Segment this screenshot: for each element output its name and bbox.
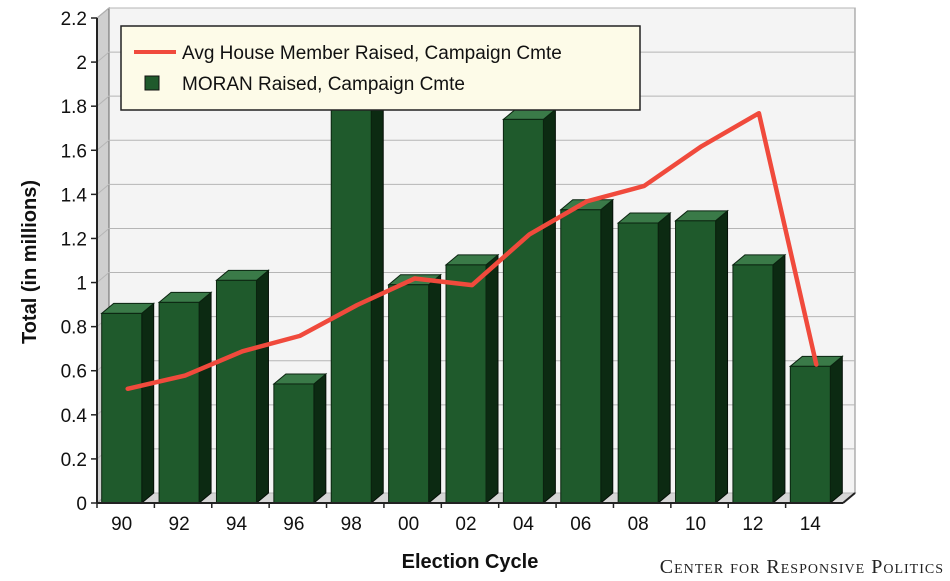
x-tick-label: 94 [226,514,248,535]
bar-front [617,222,659,504]
bar-front [502,118,544,504]
bar-front [560,209,602,504]
bar-front [101,312,143,504]
bar-front [675,220,717,504]
x-axis-label: Election Cycle [402,551,539,573]
bar [157,291,213,505]
y-axis-label: Total (in millions) [19,180,41,344]
bar [387,273,442,505]
bar [272,372,328,505]
y-tick-label: 0.2 [61,450,87,471]
bar-side [829,355,843,505]
y-axis-ticks: 0 0.2 0.4 0.6 0.8 1 1.2 1.4 1.6 1.8 2 2.2 [61,9,97,515]
x-tick-label: 06 [570,514,591,535]
y-tick-label: 1.6 [61,141,87,162]
bar [329,84,385,505]
x-axis-end [842,492,856,504]
gridline [96,139,855,151]
avg-line [125,110,819,392]
x-tick-label: 92 [169,514,190,535]
x-tick-label: 96 [283,514,304,535]
bars [100,84,844,505]
bar-front [273,383,315,504]
bar [731,253,787,505]
y-tick-label: 1.8 [61,97,87,118]
legend-label-moran: MORAN Raised, Campaign Cmte [182,74,465,95]
legend-bar-swatch [144,75,160,91]
bar-front [388,284,430,504]
bar [616,211,672,505]
bar-front [330,94,372,504]
x-tick-label: 02 [455,514,476,535]
axes [96,18,856,504]
x-tick-label: 14 [800,514,822,535]
bar-front [789,365,831,504]
x-axis-ticks: 90 92 94 96 98 00 02 04 06 08 10 12 14 [96,503,822,535]
x-tick-label: 90 [111,514,132,535]
legend: Avg House Member Raised, Campaign Cmte M… [120,25,641,111]
gridline [96,183,855,195]
bar-front [732,264,774,504]
bar-side [198,291,212,505]
legend-label-avg: Avg House Member Raised, Campaign Cmte [182,43,562,64]
bar-side [141,302,155,505]
y-tick-label: 0.6 [61,362,87,383]
bar-side [715,209,729,505]
legend-box [120,25,641,111]
bar [788,355,844,505]
y-tick-label: 1.4 [61,185,88,206]
bar-side [313,372,327,505]
bar [674,209,729,505]
gridline [96,7,855,19]
bar [100,302,156,505]
bar-front [445,264,487,504]
bar [444,253,500,505]
x-tick-label: 04 [513,514,535,535]
x-tick-label: 98 [341,514,362,535]
x-tick-label: 10 [685,514,706,535]
bar [502,108,557,505]
bar-side [600,198,614,505]
y-tick-label: 1 [76,274,87,295]
bar-side [542,108,556,505]
y-tick-label: 2 [76,53,87,74]
bar [215,269,270,505]
x-tick-label: 08 [628,514,649,535]
y-tick-label: 0.8 [61,318,87,339]
y-tick-label: 0.4 [61,406,88,427]
avg-line-path [125,110,819,392]
bar [559,198,615,505]
y-tick-label: 0 [76,494,87,515]
x-tick-label: 12 [742,514,763,535]
y-tick-label: 1.2 [61,229,87,250]
bar-side [485,253,499,505]
x-tick-label: 00 [398,514,419,535]
bar-front [215,279,257,504]
bar-side [657,211,671,505]
bar-side [255,269,269,505]
source-credit: Center for Responsive Politics [659,556,944,578]
y-tick-label: 2.2 [61,9,87,30]
bar-front [158,301,200,504]
bar-side [772,253,786,505]
bar-side [428,273,442,505]
